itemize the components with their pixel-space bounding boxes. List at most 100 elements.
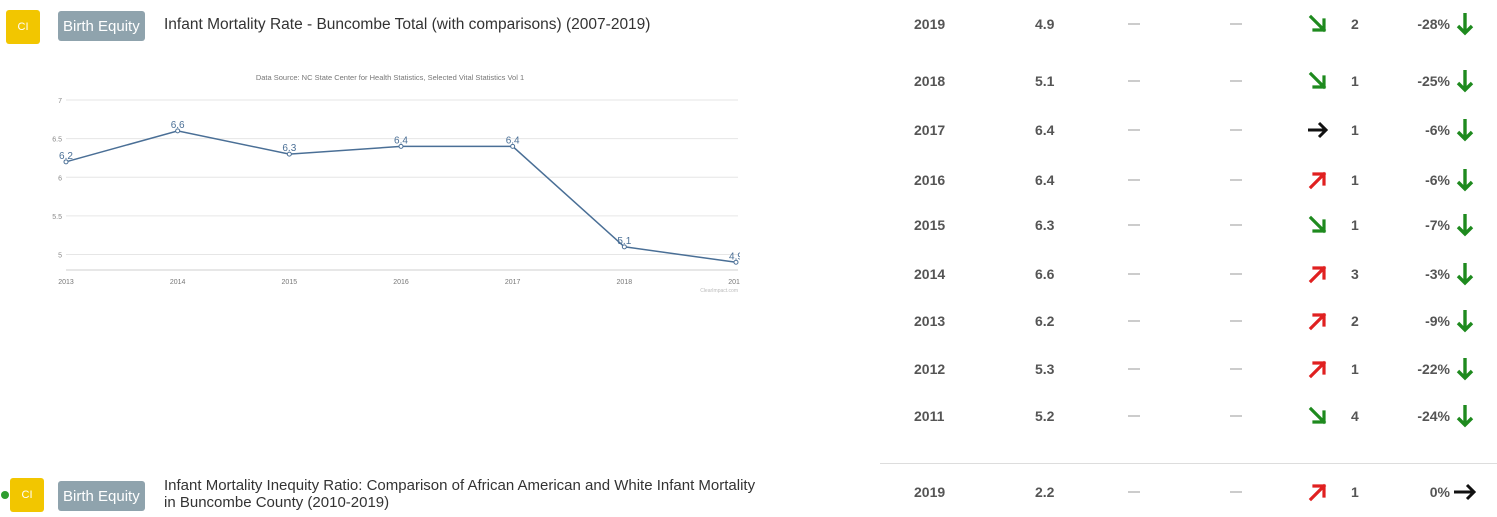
x-tick-label: 2013 xyxy=(58,279,74,286)
arrow-down-right-icon xyxy=(1306,205,1330,245)
x-tick-label: 2019 xyxy=(728,279,740,286)
data-point xyxy=(510,143,516,149)
period-count: 3 xyxy=(1351,266,1359,282)
percent-change: -25% xyxy=(1417,73,1450,89)
percent-change: -24% xyxy=(1417,408,1450,424)
y-tick-label: 7 xyxy=(58,98,62,105)
empty-dash xyxy=(1128,349,1142,389)
indicator-title-link[interactable]: Infant Mortality Rate - Buncombe Total (… xyxy=(164,16,651,33)
series-line xyxy=(65,130,737,264)
period-count: 1 xyxy=(1351,172,1359,188)
percent-change: -6% xyxy=(1425,122,1450,138)
arrow-down-right-icon xyxy=(1306,61,1330,101)
data-point xyxy=(733,259,739,265)
percent-change: -7% xyxy=(1425,217,1450,233)
row-value: 2.2 xyxy=(1035,484,1055,500)
percent-change: -28% xyxy=(1417,16,1450,32)
arrow-up-right-icon xyxy=(1306,472,1330,512)
row-year: 2012 xyxy=(914,361,946,377)
trend-down-arrow-icon xyxy=(1452,349,1478,389)
line-chart: Data Source: NC State Center for Health … xyxy=(40,70,744,300)
empty-dash xyxy=(1128,301,1142,341)
table-row: 2012 5.3 1 -22% xyxy=(880,349,1490,389)
trend-down-arrow-icon xyxy=(1452,4,1478,44)
table-row: 2015 6.3 1 -7% xyxy=(880,205,1490,245)
trend-down-arrow-icon xyxy=(1452,396,1478,436)
empty-dash xyxy=(1128,254,1142,294)
row-year: 2019 xyxy=(914,16,946,32)
arrow-up-right-icon xyxy=(1306,301,1330,341)
empty-dash xyxy=(1230,160,1244,200)
row-divider xyxy=(880,463,1497,464)
period-count: 1 xyxy=(1351,484,1359,500)
trend-down-arrow-icon xyxy=(1452,254,1478,294)
birth-equity-tag[interactable]: Birth Equity xyxy=(58,11,145,41)
row-value: 6.2 xyxy=(1035,313,1055,329)
birth-equity-tag-2[interactable]: Birth Equity xyxy=(58,481,145,511)
percent-change: -9% xyxy=(1425,313,1450,329)
ci-badge[interactable]: CI xyxy=(6,10,40,44)
trend-down-arrow-icon xyxy=(1452,160,1478,200)
period-count: 1 xyxy=(1351,73,1359,89)
percent-change: -3% xyxy=(1425,266,1450,282)
arrow-right-icon xyxy=(1306,110,1330,150)
row-year: 2011 xyxy=(914,408,945,424)
trend-down-arrow-icon xyxy=(1452,301,1478,341)
table-row: 2014 6.6 3 -3% xyxy=(880,254,1490,294)
data-point xyxy=(621,244,627,250)
data-point xyxy=(398,143,404,149)
row-year: 2019 xyxy=(914,484,946,500)
x-tick-label: 2014 xyxy=(170,279,186,286)
empty-dash xyxy=(1230,205,1244,245)
row-year: 2017 xyxy=(914,122,946,138)
empty-dash xyxy=(1230,61,1244,101)
indicator-title-line2: in Buncombe County (2010-2019) xyxy=(164,494,390,511)
arrow-down-right-icon xyxy=(1306,4,1330,44)
empty-dash xyxy=(1230,301,1244,341)
data-label: 6.6 xyxy=(171,120,185,131)
period-count: 2 xyxy=(1351,16,1359,32)
arrow-up-right-icon xyxy=(1306,254,1330,294)
row-year: 2015 xyxy=(914,217,946,233)
empty-dash xyxy=(1128,4,1142,44)
x-tick-label: 2017 xyxy=(505,279,521,286)
table-row: 2019 2.2 1 0% xyxy=(880,472,1490,512)
data-point xyxy=(63,159,69,165)
row-value: 6.6 xyxy=(1035,266,1055,282)
ci-badge-2[interactable]: CI xyxy=(10,478,44,512)
data-label: 6.3 xyxy=(282,143,296,154)
chart-credit: ClearImpact.com xyxy=(700,288,738,294)
data-label: 4.9 xyxy=(729,251,740,262)
table-row: 2016 6.4 1 -6% xyxy=(880,160,1490,200)
x-tick-label: 2018 xyxy=(617,279,633,286)
period-count: 1 xyxy=(1351,217,1359,233)
trend-flat-arrow-icon xyxy=(1452,472,1478,512)
period-count: 1 xyxy=(1351,361,1359,377)
table-row: 2013 6.2 2 -9% xyxy=(880,301,1490,341)
arrow-up-right-icon xyxy=(1306,160,1330,200)
empty-dash xyxy=(1230,110,1244,150)
empty-dash xyxy=(1128,61,1142,101)
y-tick-label: 5.5 xyxy=(52,214,62,221)
x-tick-label: 2016 xyxy=(393,279,409,286)
row-value: 6.4 xyxy=(1035,172,1055,188)
empty-dash xyxy=(1230,254,1244,294)
data-label: 6.4 xyxy=(506,135,520,146)
indicator-title-link-2[interactable]: Infant Mortality Inequity Ratio: Compari… xyxy=(164,477,884,511)
y-tick-label: 6 xyxy=(58,175,62,182)
data-point xyxy=(286,151,292,157)
row-year: 2013 xyxy=(914,313,946,329)
percent-change: -6% xyxy=(1425,172,1450,188)
arrow-up-right-icon xyxy=(1306,349,1330,389)
empty-dash xyxy=(1128,160,1142,200)
empty-dash xyxy=(1230,4,1244,44)
table-row: 2019 4.9 2 -28% xyxy=(880,4,1490,44)
period-count: 2 xyxy=(1351,313,1359,329)
table-row: 2017 6.4 1 -6% xyxy=(880,110,1490,150)
row-value: 4.9 xyxy=(1035,16,1055,32)
row-year: 2018 xyxy=(914,73,946,89)
table-row: 2018 5.1 1 -25% xyxy=(880,61,1490,101)
row-value: 6.4 xyxy=(1035,122,1055,138)
empty-dash xyxy=(1128,472,1142,512)
percent-change: 0% xyxy=(1429,484,1450,500)
